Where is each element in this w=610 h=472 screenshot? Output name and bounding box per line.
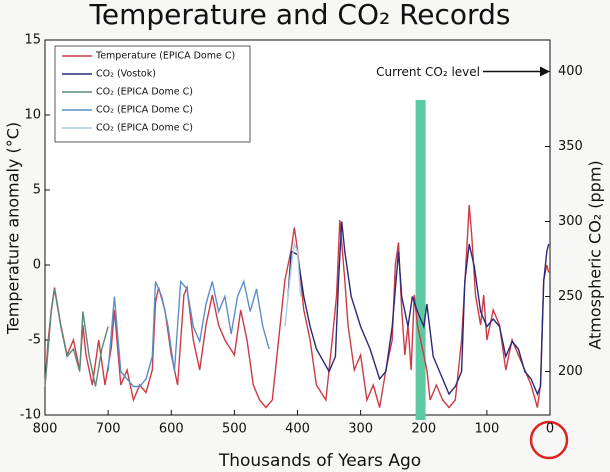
x-axis-label: Thousands of Years Ago [218, 451, 421, 471]
legend-label: CO₂ (Vostok) [96, 69, 156, 80]
arrow-head [540, 66, 550, 77]
y2-tick-label: 350 [558, 139, 583, 154]
legend-label: CO₂ (EPICA Dome C) [96, 123, 193, 134]
x-tick-label: 500 [222, 422, 247, 437]
x-tick-label: 0 [546, 422, 554, 437]
x-tick-label: 800 [33, 422, 58, 437]
y2-tick-label: 200 [558, 364, 583, 379]
x-tick-label: 200 [411, 422, 436, 437]
x-tick-label: 300 [348, 422, 373, 437]
x-tick-label: 600 [159, 422, 184, 437]
y2-tick-label: 250 [558, 289, 583, 304]
series-line [44, 288, 109, 387]
annotation-text: Current CO₂ level [376, 65, 480, 79]
y-tick-label: 0 [33, 258, 41, 273]
legend-label: Temperature (EPICA Dome C) [95, 51, 235, 62]
y2-tick-label: 300 [558, 214, 583, 229]
series-line [107, 279, 270, 388]
series-line [44, 204, 550, 409]
y-tick-label: 5 [33, 183, 41, 198]
y-axis-label: Temperature anomaly (°C) [4, 122, 23, 335]
series-line [287, 221, 550, 396]
y-tick-label: 15 [24, 33, 41, 48]
legend-label: CO₂ (EPICA Dome C) [96, 105, 193, 116]
x-tick-label: 700 [96, 422, 121, 437]
legend: Temperature (EPICA Dome C) CO₂ (Vostok) CO… [54, 45, 251, 143]
series-line [284, 241, 302, 327]
y-tick-label: 10 [24, 108, 41, 123]
y2-axis-label: Atmospheric CO₂ (ppm) [586, 160, 605, 349]
legend-box [54, 45, 251, 143]
x-tick-label: 100 [474, 422, 499, 437]
legend-label: CO₂ (EPICA Dome C) [96, 87, 193, 98]
y-tick-label: -10 [20, 408, 41, 423]
x-tick-label: 400 [285, 422, 310, 437]
chart-title: Temperature and CO₂ Records [89, 0, 511, 31]
highlight-bar [415, 100, 426, 420]
y2-tick-label: 400 [558, 64, 583, 79]
highlight-circle [529, 420, 569, 460]
y-tick-label: -5 [28, 333, 41, 348]
